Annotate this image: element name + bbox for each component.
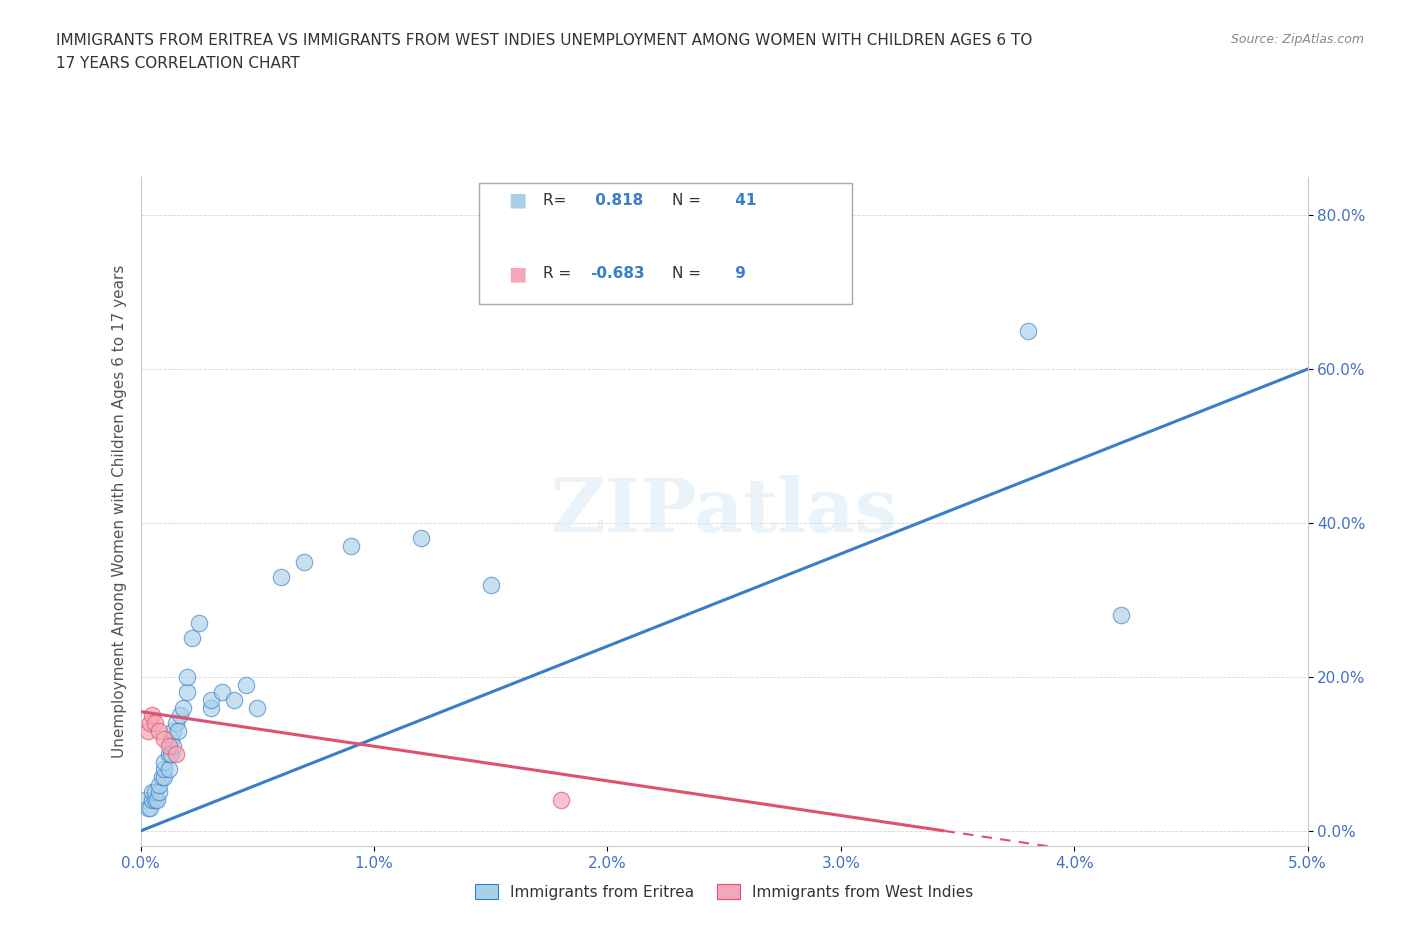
Point <box>148 777 170 792</box>
Text: IMMIGRANTS FROM ERITREA VS IMMIGRANTS FROM WEST INDIES UNEMPLOYMENT AMONG WOMEN : IMMIGRANTS FROM ERITREA VS IMMIGRANTS FR… <box>56 33 1032 47</box>
Point <box>153 762 176 777</box>
Text: 41: 41 <box>730 193 756 207</box>
Point <box>1109 608 1132 623</box>
Point <box>176 684 198 699</box>
Point <box>157 738 180 753</box>
Text: ■: ■ <box>508 264 527 284</box>
Point <box>292 554 315 569</box>
Text: R=: R= <box>543 193 571 207</box>
Point <box>162 724 184 738</box>
Point <box>550 792 572 807</box>
FancyBboxPatch shape <box>479 183 852 304</box>
Point <box>157 762 180 777</box>
Point <box>181 631 204 646</box>
Point <box>200 693 222 708</box>
Point <box>141 708 163 723</box>
Point <box>148 785 170 800</box>
Point <box>160 747 183 762</box>
Point <box>200 700 222 715</box>
Point <box>146 792 169 807</box>
Text: Source: ZipAtlas.com: Source: ZipAtlas.com <box>1230 33 1364 46</box>
Point <box>141 785 163 800</box>
Point <box>143 792 166 807</box>
Point <box>139 716 162 731</box>
Point <box>143 785 166 800</box>
Point <box>134 792 156 807</box>
Y-axis label: Unemployment Among Women with Children Ages 6 to 17 years: Unemployment Among Women with Children A… <box>111 265 127 758</box>
Point <box>167 724 190 738</box>
Point <box>1017 324 1039 339</box>
Text: 0.818: 0.818 <box>591 193 643 207</box>
Text: N =: N = <box>672 266 700 281</box>
Point <box>139 801 162 816</box>
Point <box>222 693 245 708</box>
Point <box>136 801 159 816</box>
Point <box>162 738 184 753</box>
Point <box>153 770 176 785</box>
Point <box>187 616 211 631</box>
Point <box>157 747 180 762</box>
Point <box>176 670 198 684</box>
Point <box>211 684 233 699</box>
Text: N =: N = <box>672 193 700 207</box>
Point <box>141 792 163 807</box>
Point <box>165 716 187 731</box>
Point <box>150 770 173 785</box>
Point <box>160 731 183 746</box>
Point <box>153 754 176 769</box>
Point <box>172 700 194 715</box>
Point <box>169 708 191 723</box>
Point <box>246 700 269 715</box>
Point <box>235 677 257 692</box>
Legend: Immigrants from Eritrea, Immigrants from West Indies: Immigrants from Eritrea, Immigrants from… <box>468 877 980 906</box>
Point <box>165 747 187 762</box>
Text: 17 YEARS CORRELATION CHART: 17 YEARS CORRELATION CHART <box>56 56 299 71</box>
Point <box>479 578 502 592</box>
Point <box>136 724 159 738</box>
Text: ■: ■ <box>508 191 527 209</box>
Point <box>339 538 361 553</box>
Text: -0.683: -0.683 <box>591 266 644 281</box>
Point <box>270 569 292 584</box>
Point <box>148 724 170 738</box>
Point <box>143 716 166 731</box>
Text: ZIPatlas: ZIPatlas <box>551 475 897 548</box>
Text: R =: R = <box>543 266 571 281</box>
Text: 9: 9 <box>730 266 745 281</box>
Point <box>153 731 176 746</box>
Point <box>409 531 432 546</box>
